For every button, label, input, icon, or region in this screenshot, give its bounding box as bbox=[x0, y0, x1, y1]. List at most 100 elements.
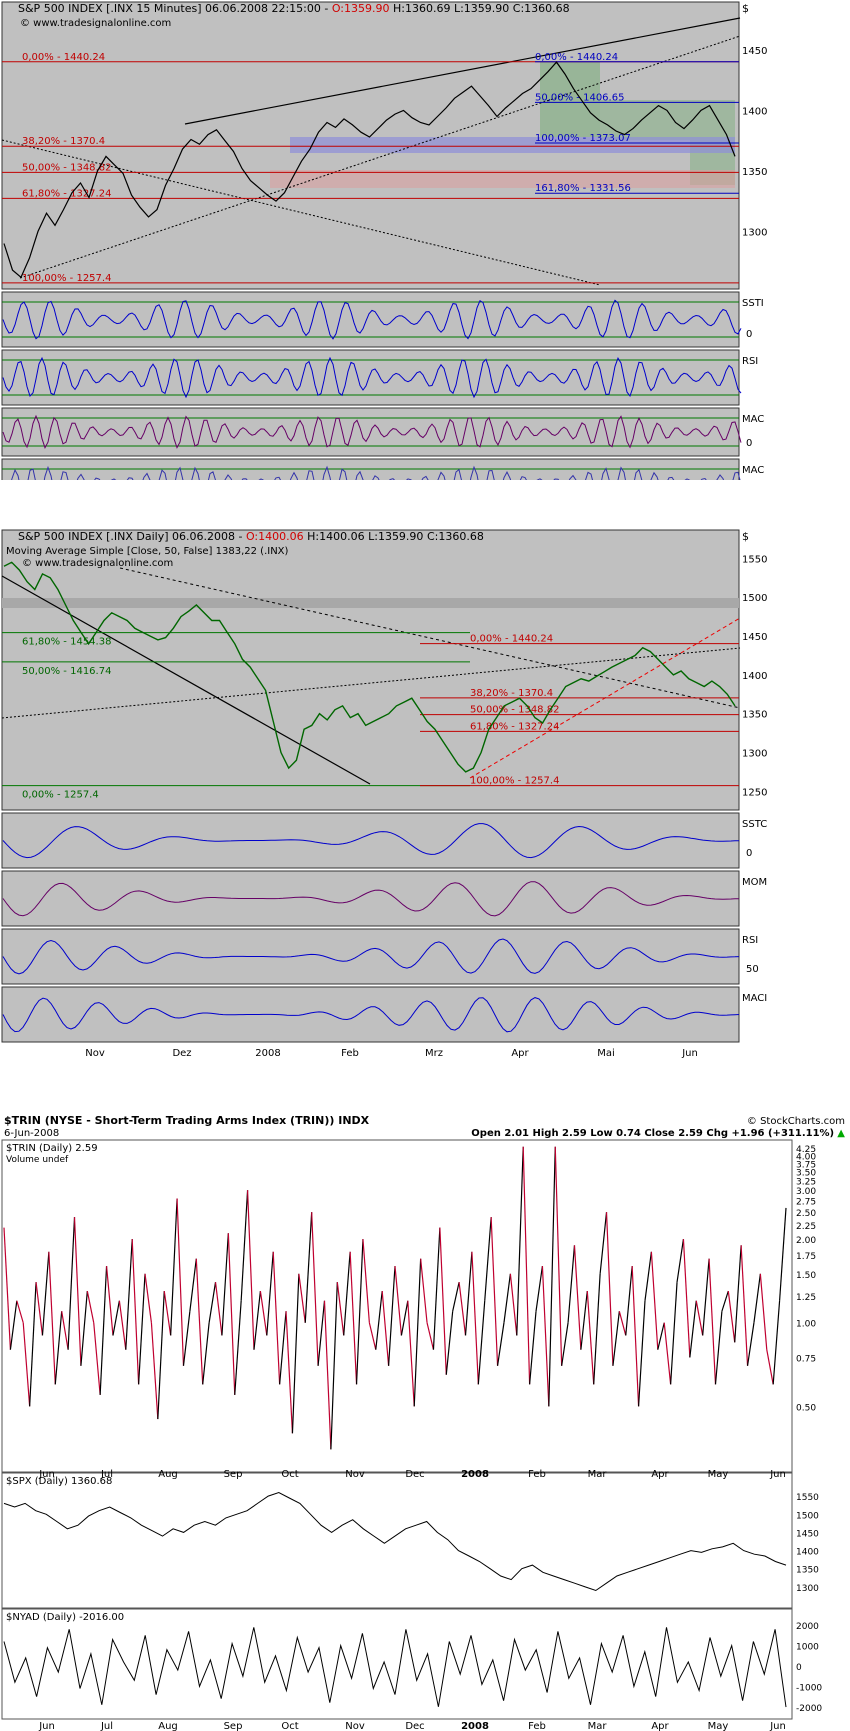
trin-segment bbox=[208, 1282, 217, 1323]
indicator-tick: 0 bbox=[746, 848, 752, 859]
fib-extension-label: 0,00% - 1440.24 bbox=[535, 52, 618, 63]
nyad-x-tick: Mar bbox=[588, 1721, 608, 1731]
right-fib-label: 61,80% - 1327.24 bbox=[470, 721, 559, 732]
trin-x-tick: Mar bbox=[588, 1469, 608, 1480]
trin-segment bbox=[567, 1245, 576, 1323]
nyad-x-tick: May bbox=[708, 1721, 729, 1731]
daily-currency-label: $ bbox=[742, 530, 749, 543]
quote-change: Chg +1.96 (+311.11%) bbox=[706, 1128, 834, 1139]
trin-segment bbox=[593, 1273, 601, 1385]
trin-tick: 4.25 bbox=[796, 1145, 816, 1155]
y-tick-label: 1300 bbox=[742, 749, 767, 760]
title-part: S&P 500 INDEX [.INX Daily] 06.06.2008 - bbox=[18, 530, 246, 543]
trin-segment bbox=[336, 1282, 345, 1336]
trin-segment bbox=[612, 1311, 620, 1366]
trin-tick: 2.50 bbox=[796, 1209, 816, 1219]
trin-segment bbox=[657, 1322, 665, 1350]
trin-segment bbox=[285, 1311, 294, 1434]
daily-source-label: © www.tradesignalonline.com bbox=[22, 558, 173, 569]
left-fib-label: 0,00% - 1257.4 bbox=[22, 790, 99, 801]
trin-segment bbox=[163, 1291, 172, 1336]
nyad-x-tick: 2008 bbox=[461, 1721, 489, 1731]
trin-x-tick: Jul bbox=[100, 1469, 113, 1480]
spx-legend: $SPX (Daily) 1360.68 bbox=[6, 1476, 112, 1487]
left-fib-label: 61,80% - 1454.38 bbox=[22, 637, 111, 648]
trin-segment bbox=[586, 1291, 595, 1385]
trin-segment bbox=[202, 1322, 210, 1385]
trin-segment bbox=[234, 1300, 242, 1395]
trin-segment bbox=[772, 1300, 781, 1385]
y-tick-label: 1400 bbox=[742, 671, 767, 682]
trin-segment bbox=[157, 1291, 165, 1420]
trin-tick: 1.75 bbox=[796, 1252, 816, 1262]
trin-segment bbox=[112, 1300, 120, 1336]
indicator-tick: 50 bbox=[746, 964, 759, 975]
trin-segment bbox=[766, 1349, 774, 1385]
source-label: © www.tradesignalonline.com bbox=[20, 18, 171, 29]
trin-segment bbox=[189, 1258, 197, 1312]
trin-segment bbox=[35, 1282, 44, 1336]
quote-part: Close 2.59 bbox=[644, 1128, 706, 1139]
indicator-label: RSI bbox=[742, 356, 758, 367]
trin-segment bbox=[650, 1251, 659, 1350]
trin-segment bbox=[176, 1198, 185, 1366]
trin-segment bbox=[259, 1291, 268, 1336]
close-value: C:1360.68 bbox=[513, 2, 570, 15]
trin-segment bbox=[375, 1291, 383, 1350]
trin-date: 6-Jun-2008 bbox=[4, 1128, 59, 1139]
fib-level-label: 50,00% - 1348.82 bbox=[22, 162, 111, 173]
trin-segment bbox=[61, 1311, 69, 1350]
trin-segment bbox=[362, 1239, 370, 1323]
trin-tick: 1.50 bbox=[796, 1271, 816, 1281]
x-tick-label: Nov bbox=[85, 1048, 105, 1059]
indicator-label: SSTI bbox=[742, 298, 764, 309]
trin-segment bbox=[452, 1282, 460, 1312]
trin-tick: 2.00 bbox=[796, 1236, 816, 1246]
trin-segment bbox=[73, 1217, 82, 1366]
trin-x-tick: Nov bbox=[345, 1469, 365, 1480]
trin-segment bbox=[138, 1273, 146, 1385]
trin-segment bbox=[708, 1258, 717, 1385]
nyad-x-tick: Jun bbox=[38, 1721, 55, 1731]
nyad-x-tick: Apr bbox=[651, 1721, 669, 1731]
right-fib-label: 38,20% - 1370.4 bbox=[470, 688, 553, 699]
y-tick-label: 1450 bbox=[742, 46, 767, 57]
trin-segment bbox=[548, 1146, 556, 1407]
right-fib-label: 50,00% - 1348.82 bbox=[470, 705, 559, 716]
y-tick-label: 1300 bbox=[742, 227, 767, 238]
spx-tick: 1350 bbox=[796, 1566, 819, 1576]
trin-x-tick: Jun bbox=[38, 1469, 55, 1480]
nyad-x-tick: Feb bbox=[528, 1721, 546, 1731]
trin-segment bbox=[477, 1300, 486, 1385]
trin-segment bbox=[279, 1311, 287, 1385]
trin-segment bbox=[753, 1273, 761, 1323]
nyad-tick: 0 bbox=[796, 1663, 802, 1673]
trin-segment bbox=[195, 1258, 204, 1385]
right-fib-label: 100,00% - 1257.4 bbox=[470, 776, 559, 787]
fib-level-label: 61,80% - 1327.24 bbox=[22, 188, 111, 199]
trin-x-tick: Jun bbox=[769, 1469, 786, 1480]
trin-tick: 0.50 bbox=[796, 1403, 816, 1413]
trin-segment bbox=[637, 1300, 646, 1407]
trin-segment bbox=[80, 1291, 88, 1366]
nyad-x-tick: Aug bbox=[158, 1721, 178, 1731]
trin-x-tick: Feb bbox=[528, 1469, 546, 1480]
trin-segment bbox=[496, 1322, 505, 1366]
trin-tick: 1.25 bbox=[796, 1293, 816, 1303]
trin-x-tick: Dec bbox=[405, 1469, 424, 1480]
spx-tick: 1550 bbox=[796, 1493, 819, 1503]
trin-segment bbox=[131, 1239, 140, 1385]
title-part: L:1359.90 bbox=[450, 2, 509, 15]
trin-segment bbox=[407, 1300, 415, 1407]
indicator-line bbox=[2, 881, 740, 917]
trin-segment bbox=[605, 1212, 614, 1366]
trin-segment bbox=[721, 1290, 729, 1312]
trin-segment bbox=[663, 1322, 672, 1385]
indicator-label: SSTC bbox=[742, 819, 767, 830]
trin-segment bbox=[516, 1146, 524, 1336]
trin-segment bbox=[221, 1233, 229, 1336]
trin-segment bbox=[170, 1198, 178, 1336]
x-tick-label: Feb bbox=[341, 1048, 359, 1059]
indicator-label: RSI bbox=[742, 935, 758, 946]
trin-segment bbox=[599, 1212, 608, 1274]
